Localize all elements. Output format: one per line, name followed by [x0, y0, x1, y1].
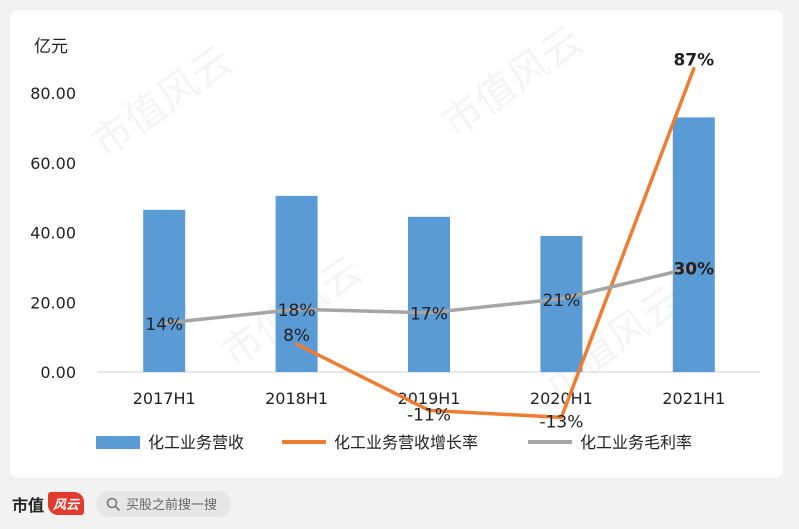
y-tick-label: 20.00 — [30, 293, 76, 312]
y-unit-label: 亿元 — [34, 37, 68, 57]
footer-bar: 市值 风云 买股之前搜一搜 — [0, 478, 799, 529]
data-label: 17% — [410, 305, 448, 325]
search-icon — [106, 497, 120, 511]
x-tick-label: 2020H1 — [530, 389, 593, 408]
y-tick-label: 80.00 — [30, 84, 76, 103]
search-placeholder: 买股之前搜一搜 — [126, 498, 218, 513]
y-tick-label: 40.00 — [30, 224, 76, 243]
legend-label: 化工业务营收 — [148, 433, 244, 452]
data-label: -13% — [539, 412, 583, 432]
data-label: -11% — [407, 405, 451, 425]
data-label: 30% — [673, 259, 714, 279]
brand-name: 市值 — [12, 495, 45, 515]
bar — [672, 117, 715, 372]
data-label: 18% — [278, 301, 316, 321]
data-label: 87% — [673, 51, 714, 71]
data-label: 8% — [283, 326, 310, 346]
bar — [540, 235, 583, 372]
legend-label: 化工业务营收增长率 — [334, 433, 478, 452]
legend-swatch — [96, 436, 140, 449]
bar — [143, 209, 186, 372]
brand-logo[interactable]: 市值 风云 — [12, 492, 85, 516]
y-tick-label: 0.00 — [40, 363, 76, 382]
data-label: 21% — [543, 291, 581, 311]
search-box[interactable]: 买股之前搜一搜 — [96, 490, 232, 517]
y-tick-label: 60.00 — [30, 154, 76, 173]
data-label: 14% — [145, 315, 183, 335]
legend-label: 化工业务毛利率 — [580, 433, 692, 452]
x-tick-label: 2017H1 — [133, 389, 196, 408]
series-line-1 — [294, 66, 696, 420]
bar — [408, 216, 450, 372]
chart: 亿元 0.00 20.00 40.00 60.00 80.00 2017H1 2018H1 20… — [30, 37, 760, 452]
brand-badge: 风云 — [48, 492, 85, 515]
series-line-2 — [162, 265, 696, 325]
x-tick-label: 2021H1 — [662, 389, 725, 408]
x-tick-label: 2018H1 — [265, 389, 328, 408]
